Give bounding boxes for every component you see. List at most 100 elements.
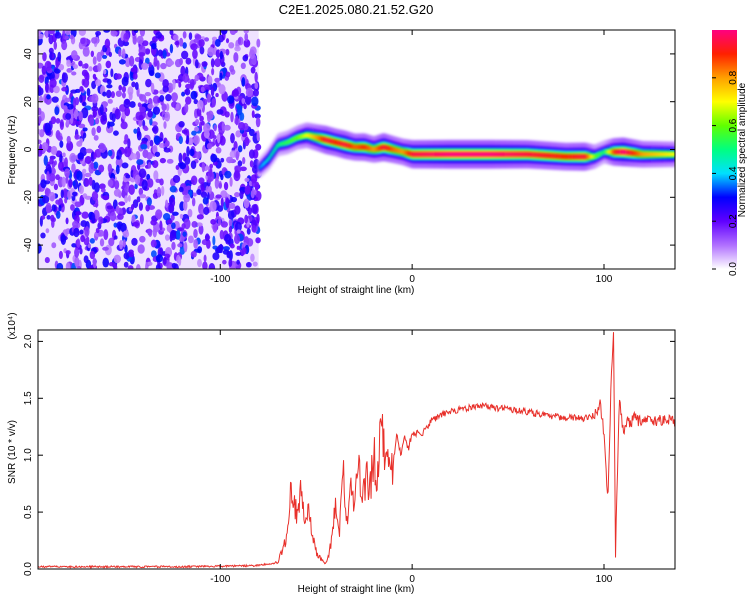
noise-blob	[251, 96, 259, 107]
noise-blob	[124, 134, 129, 143]
noise-blob	[141, 40, 149, 47]
noise-blob	[124, 195, 129, 204]
noise-blob	[128, 91, 133, 101]
ridge-cell	[321, 136, 325, 142]
noise-blob	[46, 215, 51, 220]
ridge-cell	[462, 151, 465, 157]
noise-blob	[64, 168, 70, 178]
ridge-cell	[567, 154, 571, 159]
noise-blob	[77, 152, 84, 160]
ridge-cell	[481, 151, 484, 157]
noise-blob	[226, 251, 231, 259]
ridge-cell	[452, 151, 455, 157]
noise-blob	[38, 115, 42, 124]
noise-blob	[120, 121, 128, 130]
noise-blob	[215, 194, 222, 199]
noise-blob	[148, 62, 152, 68]
noise-blob	[139, 30, 146, 37]
noise-blob	[131, 237, 138, 246]
ridge-cell	[627, 150, 630, 155]
colorbar-axes: 0.0 0.2 0.4 0.6 0.8	[712, 70, 739, 276]
noise-blob	[61, 86, 68, 92]
noise-blob	[200, 208, 205, 217]
noise-blob	[139, 94, 147, 102]
noise-blob	[187, 208, 193, 218]
noise-blob	[249, 160, 254, 168]
noise-blob	[39, 129, 45, 138]
noise-blob	[191, 130, 197, 136]
noise-blob	[225, 71, 231, 78]
noise-blob	[201, 61, 208, 67]
y-tick-label: 2.0	[23, 334, 34, 348]
noise-blob	[181, 50, 189, 60]
noise-blob	[38, 243, 42, 254]
ridge-cell	[423, 151, 427, 157]
noise-blob	[245, 87, 254, 98]
noise-blob	[193, 38, 200, 43]
ridge-cell	[646, 152, 649, 157]
noise-blob	[219, 50, 224, 60]
noise-blob	[110, 68, 114, 78]
noise-blob	[180, 65, 186, 77]
noise-blob	[256, 38, 261, 48]
noise-blob	[211, 97, 216, 108]
noise-blob	[49, 157, 54, 165]
ridge-cell	[634, 151, 638, 156]
y-tick-label: 40	[23, 48, 34, 60]
noise-blob	[256, 213, 260, 224]
ridge-cell	[444, 151, 448, 157]
noise-blob	[84, 155, 92, 164]
x-tick-label: 0	[409, 574, 415, 585]
ridge-cell	[341, 141, 344, 147]
noise-blob	[79, 85, 84, 92]
noise-blob	[175, 103, 180, 110]
noise-blob	[90, 162, 94, 170]
noise-blob	[163, 121, 167, 129]
ridge-cell	[642, 152, 645, 157]
ridge-cell	[379, 145, 383, 151]
ridge-cell	[362, 144, 365, 150]
ridge-cell	[339, 141, 342, 146]
noise-blob	[245, 261, 252, 268]
noise-blob	[206, 93, 212, 103]
ridge-cell	[628, 150, 632, 156]
noise-blob	[215, 146, 222, 154]
noise-blob	[153, 170, 159, 181]
snr-series-line	[38, 332, 675, 569]
ridge-cell	[406, 150, 409, 156]
noise-blob	[203, 123, 211, 134]
ridge-band-4	[258, 133, 675, 170]
noise-blob	[229, 65, 235, 73]
noise-blob	[236, 104, 243, 116]
spectrogram-y-axis-label: Frequency (Hz)	[7, 116, 18, 185]
noise-blob	[38, 149, 43, 157]
noise-blob	[118, 84, 123, 91]
noise-blob	[214, 77, 221, 83]
noise-blob	[251, 110, 255, 118]
ridge-cell	[563, 154, 567, 159]
noise-blob	[255, 143, 262, 151]
ridge-cell	[392, 147, 396, 152]
noise-blob	[177, 243, 183, 248]
ridge-cell	[333, 139, 336, 145]
noise-blob	[81, 211, 89, 219]
noise-blob	[84, 226, 90, 237]
noise-blob	[144, 92, 152, 97]
noise-blob	[49, 51, 53, 61]
noise-blob	[251, 179, 257, 188]
noise-blob	[106, 84, 113, 89]
ridge-cell	[529, 152, 532, 157]
ridge-cell	[415, 151, 419, 157]
noise-blob	[165, 199, 169, 208]
noise-blob	[166, 60, 175, 66]
ridge-cell	[561, 154, 565, 159]
noise-blob	[146, 197, 152, 207]
ridge-cell	[427, 151, 431, 157]
y-tick-label: 0.5	[23, 505, 34, 519]
noise-blob	[146, 261, 153, 266]
noise-blob	[169, 234, 173, 242]
noise-blob	[72, 220, 79, 228]
noise-blob	[231, 89, 239, 97]
ridge-cell	[469, 151, 473, 157]
noise-blob	[50, 116, 57, 125]
